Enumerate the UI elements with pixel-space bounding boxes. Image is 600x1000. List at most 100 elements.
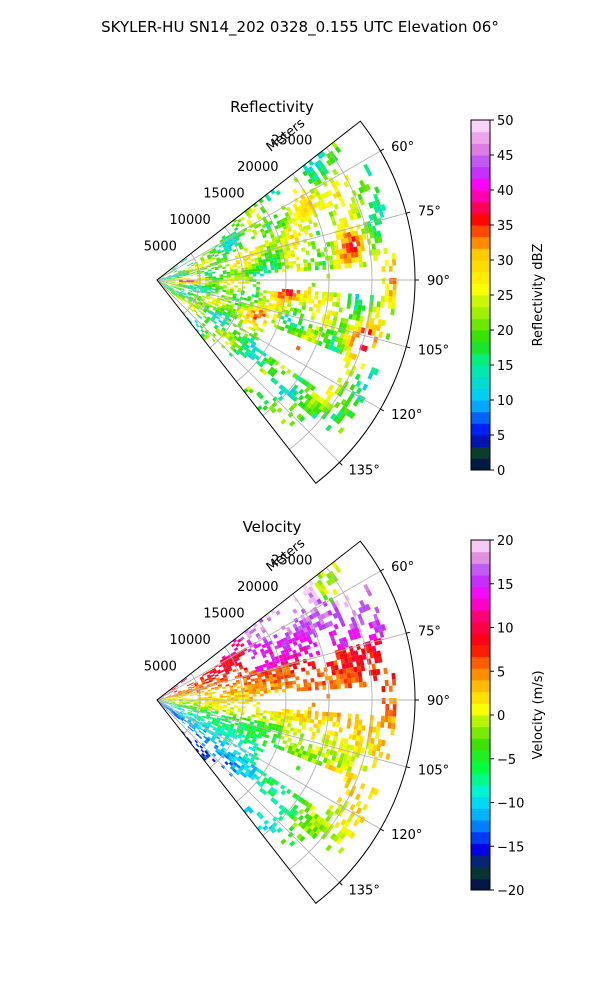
velocity-cell bbox=[316, 620, 322, 627]
velocity-cell bbox=[186, 721, 191, 725]
reflectivity-cell bbox=[196, 305, 201, 309]
velocity-cell bbox=[343, 820, 350, 828]
reflectivity-cell bbox=[337, 426, 345, 434]
reflectivity-cell bbox=[234, 275, 239, 278]
velocity-cell bbox=[343, 641, 349, 648]
velocity-cell bbox=[307, 686, 312, 691]
reflectivity-cell bbox=[252, 273, 257, 277]
reflectivity-colorbar-segment bbox=[471, 225, 490, 238]
reflectivity-cell bbox=[271, 358, 277, 364]
velocity-colorbar-segment bbox=[471, 703, 490, 716]
reflectivity-cell bbox=[325, 314, 331, 320]
reflectivity-cell bbox=[326, 159, 333, 167]
velocity-cell bbox=[211, 758, 216, 763]
reflectivity-cell bbox=[244, 267, 249, 270]
velocity-cell bbox=[327, 804, 334, 811]
velocity-cell bbox=[201, 715, 206, 719]
velocity-cell bbox=[185, 715, 190, 719]
reflectivity-cell bbox=[298, 394, 305, 401]
reflectivity-cell bbox=[159, 282, 164, 285]
reflectivity-cell bbox=[236, 218, 242, 223]
reflectivity-cell bbox=[188, 269, 193, 272]
reflectivity-cell bbox=[173, 270, 178, 273]
velocity-cell bbox=[273, 714, 278, 718]
reflectivity-cell bbox=[175, 276, 179, 278]
velocity-cell bbox=[282, 725, 288, 730]
reflectivity-cell bbox=[162, 284, 166, 288]
reflectivity-cell bbox=[265, 299, 270, 303]
velocity-cell bbox=[390, 728, 395, 736]
reflectivity-cell bbox=[319, 199, 325, 206]
reflectivity-colorbar-segment bbox=[471, 400, 490, 413]
velocity-cell bbox=[197, 724, 202, 728]
velocity-colorbar-segment bbox=[471, 598, 490, 611]
velocity-cell bbox=[268, 674, 273, 679]
velocity-cell bbox=[314, 711, 319, 716]
reflectivity-cell bbox=[220, 323, 225, 328]
velocity-cell bbox=[233, 755, 239, 760]
reflectivity-cell bbox=[195, 328, 200, 333]
reflectivity-cell bbox=[325, 152, 333, 160]
reflectivity-cell bbox=[300, 247, 306, 252]
velocity-cell bbox=[283, 660, 289, 665]
reflectivity-cell bbox=[284, 261, 289, 266]
reflectivity-cell bbox=[246, 348, 252, 354]
reflectivity-colorbar-segment bbox=[471, 166, 490, 179]
velocity-cell bbox=[238, 733, 243, 737]
velocity-cell bbox=[198, 683, 203, 686]
reflectivity-cell bbox=[374, 312, 380, 320]
reflectivity-cell bbox=[255, 308, 260, 313]
reflectivity-cell bbox=[277, 223, 283, 229]
velocity-cell bbox=[360, 747, 366, 754]
velocity-cell bbox=[215, 697, 220, 700]
velocity-cell bbox=[306, 625, 312, 632]
reflectivity-cell bbox=[311, 282, 316, 287]
reflectivity-cell bbox=[238, 321, 243, 325]
velocity-cell bbox=[392, 697, 397, 705]
reflectivity-cell bbox=[203, 301, 208, 305]
reflectivity-cell bbox=[298, 301, 303, 306]
velocity-cell bbox=[189, 694, 194, 697]
velocity-cell bbox=[376, 744, 381, 752]
velocity-cell bbox=[325, 711, 330, 717]
velocity-cell bbox=[214, 688, 219, 691]
reflectivity-cell bbox=[282, 225, 288, 231]
reflectivity-cell bbox=[225, 305, 230, 309]
velocity-cell bbox=[361, 725, 366, 732]
velocity-cell bbox=[372, 726, 377, 733]
reflectivity-cell bbox=[307, 383, 313, 390]
reflectivity-cell bbox=[232, 231, 237, 236]
reflectivity-cell bbox=[281, 262, 286, 266]
velocity-cell bbox=[178, 697, 183, 699]
velocity-cell bbox=[260, 651, 266, 656]
velocity-cell bbox=[272, 676, 277, 681]
reflectivity-cell bbox=[286, 368, 292, 375]
reflectivity-cell bbox=[353, 304, 359, 310]
reflectivity-cell bbox=[206, 317, 210, 322]
velocity-cell bbox=[381, 686, 386, 693]
reflectivity-cell bbox=[201, 332, 206, 337]
reflectivity-cell bbox=[329, 329, 335, 336]
reflectivity-cell bbox=[341, 338, 347, 345]
velocity-cell bbox=[197, 694, 202, 697]
velocity-cell bbox=[303, 686, 308, 691]
reflectivity-cell bbox=[255, 294, 260, 298]
reflectivity-cell bbox=[307, 172, 314, 179]
reflectivity-cell bbox=[181, 270, 186, 273]
velocity-cell bbox=[229, 712, 234, 716]
velocity-cell bbox=[178, 713, 182, 717]
velocity-azimuth-tick bbox=[406, 631, 411, 634]
reflectivity-cell bbox=[263, 270, 268, 274]
velocity-cell bbox=[244, 689, 249, 693]
reflectivity-cell bbox=[178, 283, 183, 286]
reflectivity-cell bbox=[303, 266, 308, 271]
reflectivity-cell bbox=[258, 262, 263, 266]
velocity-colorbar-segment bbox=[471, 563, 490, 576]
velocity-cell bbox=[204, 692, 209, 695]
velocity-cell bbox=[292, 608, 298, 615]
velocity-cell bbox=[268, 781, 275, 787]
velocity-cell bbox=[211, 691, 216, 694]
reflectivity-cell bbox=[246, 311, 252, 315]
velocity-azimuth-line bbox=[156, 699, 407, 768]
